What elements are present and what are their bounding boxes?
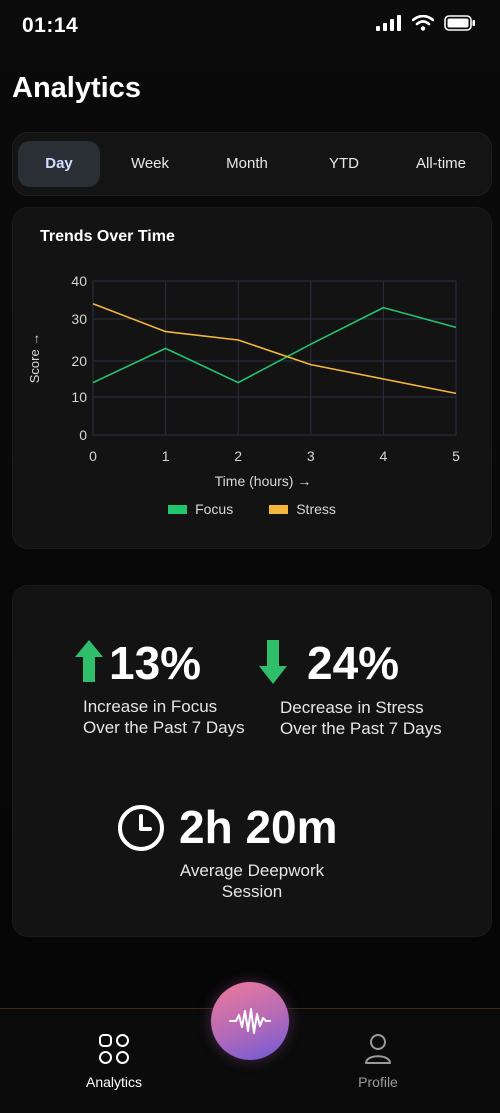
cellular-signal-icon <box>376 15 401 31</box>
stats-card: 13% Increase in Focus Over the Past 7 Da… <box>12 585 492 937</box>
page-title: Analytics <box>12 72 141 104</box>
x-axis-label: Time (hours) → <box>215 473 312 489</box>
x-tick-label: 3 <box>307 448 315 464</box>
y-tick-label: 10 <box>71 389 87 405</box>
nav-analytics-label: Analytics <box>85 1074 143 1090</box>
x-tick-label: 0 <box>89 448 97 464</box>
y-tick-label: 40 <box>71 273 87 289</box>
y-tick-label: 0 <box>79 427 87 443</box>
legend-item-stress: Stress <box>269 501 336 517</box>
stress-change-value: 24% <box>307 637 400 689</box>
stress-change-description: Decrease in Stress Over the Past 7 Days <box>280 698 442 738</box>
average-session-value: 2h 20m <box>179 801 338 853</box>
tab-day[interactable]: Day <box>18 141 100 187</box>
wifi-icon <box>412 15 434 31</box>
x-tick-label: 4 <box>380 448 388 464</box>
average-session-label: Average Deepwork Session <box>13 860 491 902</box>
battery-icon <box>444 15 475 31</box>
series-line-focus <box>92 306 457 384</box>
legend-label-stress: Stress <box>296 501 336 517</box>
user-icon <box>365 1034 391 1064</box>
average-session-label-line2: Session <box>221 882 283 901</box>
average-session-label-line1: Average Deepwork <box>179 861 325 880</box>
legend-item-focus: Focus <box>168 501 233 517</box>
arrow-down-icon <box>259 640 287 684</box>
arrow-up-icon <box>75 640 103 682</box>
deepwork-session-button[interactable] <box>211 982 289 1060</box>
nav-profile-label: Profile <box>358 1074 398 1090</box>
series-line-stress <box>92 303 457 395</box>
y-tick-label: 30 <box>71 311 87 327</box>
status-icons <box>376 15 476 31</box>
status-time: 01:14 <box>22 14 79 37</box>
nav-analytics[interactable]: Analytics <box>54 1033 174 1090</box>
tab-month[interactable]: Month <box>226 155 268 172</box>
tab-week[interactable]: Week <box>130 155 170 172</box>
x-tick-label: 2 <box>234 448 242 464</box>
trends-chart-card: Trends Over Time 0 10 20 30 40 0 1 2 3 4 5 Time (h… <box>12 207 492 549</box>
tab-ytd[interactable]: YTD <box>329 155 359 172</box>
x-tick-label: 5 <box>452 448 460 464</box>
y-axis-label: Score → <box>27 333 42 384</box>
grid-four-circles-icon <box>99 1034 129 1064</box>
focus-change-value: 13% <box>109 637 202 689</box>
chart-legend: Focus Stress <box>13 501 491 517</box>
focus-change-description: Increase in Focus Over the Past 7 Days <box>83 697 245 737</box>
chart-title: Trends Over Time <box>40 228 175 245</box>
y-tick-label: 20 <box>71 353 87 369</box>
x-tick-label: 1 <box>162 448 170 464</box>
legend-swatch-stress <box>269 504 289 514</box>
tab-all-time[interactable]: All-time <box>415 155 466 172</box>
trends-line-chart: 0 10 20 30 40 0 1 2 3 4 5 Time (hours) → Score → <box>27 273 460 489</box>
waveform-icon <box>229 1008 271 1034</box>
nav-profile[interactable]: Profile <box>318 1033 438 1090</box>
legend-swatch-focus <box>168 504 188 514</box>
clock-icon <box>118 805 164 851</box>
legend-label-focus: Focus <box>195 501 234 517</box>
period-tabs: Day Week Month YTD All-time <box>12 132 492 196</box>
status-bar: 01:14 <box>0 0 500 56</box>
